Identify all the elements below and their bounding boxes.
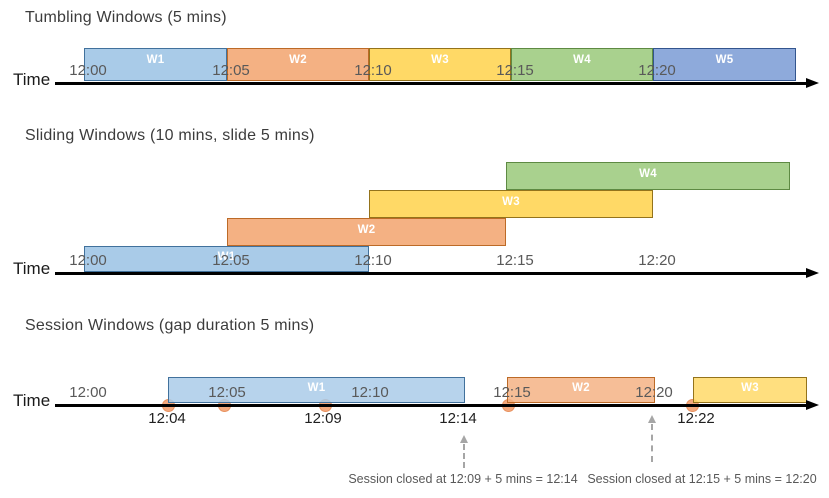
tick-label: 12:00 xyxy=(69,384,107,401)
window-label: W5 xyxy=(715,53,734,66)
window-w1: W1 xyxy=(168,377,465,403)
window-label: W3 xyxy=(741,382,759,394)
session-timeline-axis xyxy=(55,404,806,407)
tick-label: 12:00 xyxy=(69,252,107,269)
window-label: W1 xyxy=(217,251,236,263)
sliding-timeline-axis xyxy=(55,272,806,275)
tick-label: 12:05 xyxy=(212,252,250,269)
sliding-title: Sliding Windows (10 mins, slide 5 mins) xyxy=(25,127,315,144)
window-w4: W4 xyxy=(511,48,653,81)
sliding-time-label: Time xyxy=(13,259,51,278)
tick-label: 12:10 xyxy=(351,384,389,401)
tumbling-timeline-axis xyxy=(55,82,806,85)
tick-label: 12:15 xyxy=(496,62,534,79)
window-w3: W3 xyxy=(693,377,807,403)
window-label: W3 xyxy=(431,53,449,66)
callout-arrow-head-icon xyxy=(647,415,656,423)
window-label: W1 xyxy=(146,53,165,66)
tick-label: 12:00 xyxy=(69,62,107,79)
tick-label: 12:10 xyxy=(354,62,392,79)
session-annotation: Session closed at 12:15 + 5 mins = 12:20 xyxy=(587,472,817,486)
tick-label: 12:15 xyxy=(496,252,534,269)
event-time-label: 12:22 xyxy=(677,410,715,427)
window-w2: W2 xyxy=(227,218,506,246)
window-w2: W2 xyxy=(507,377,655,403)
event-time-label: 12:04 xyxy=(148,410,186,427)
tumbling-timeline-arrow-icon xyxy=(806,77,819,88)
event-time-label: 12:14 xyxy=(439,410,477,427)
tick-label: 12:15 xyxy=(493,384,531,401)
window-w3: W3 xyxy=(369,48,511,81)
tumbling-title: Tumbling Windows (5 mins) xyxy=(25,9,227,26)
window-label: W2 xyxy=(572,382,590,394)
tick-label: 12:10 xyxy=(354,252,392,269)
callout-arrow-head-icon xyxy=(459,435,468,443)
window-w4: W4 xyxy=(506,162,790,190)
window-w3: W3 xyxy=(369,190,653,218)
callout-arrow-line xyxy=(651,424,653,462)
session-time-label: Time xyxy=(13,391,51,410)
window-label: W3 xyxy=(502,196,520,208)
session-title: Session Windows (gap duration 5 mins) xyxy=(25,317,315,334)
event-time-label: 12:09 xyxy=(304,410,342,427)
tick-label: 12:20 xyxy=(638,252,676,269)
session-timeline-arrow-icon xyxy=(806,399,819,410)
window-w1: W1 xyxy=(84,48,227,81)
callout-arrow-line xyxy=(463,444,465,468)
window-label: W2 xyxy=(357,224,376,236)
tick-label: 12:05 xyxy=(208,384,246,401)
window-label: W2 xyxy=(289,53,307,66)
window-label: W4 xyxy=(573,53,591,66)
tumbling-time-label: Time xyxy=(13,70,51,89)
window-w1: W1 xyxy=(84,246,369,272)
tick-label: 12:20 xyxy=(635,384,673,401)
tick-label: 12:20 xyxy=(638,62,676,79)
tick-label: 12:05 xyxy=(212,62,250,79)
sliding-timeline-arrow-icon xyxy=(806,267,819,278)
session-annotation: Session closed at 12:09 + 5 mins = 12:14 xyxy=(348,472,578,486)
window-w2: W2 xyxy=(227,48,369,81)
window-w5: W5 xyxy=(653,48,796,81)
window-label: W1 xyxy=(307,382,326,394)
window-label: W4 xyxy=(639,168,657,180)
